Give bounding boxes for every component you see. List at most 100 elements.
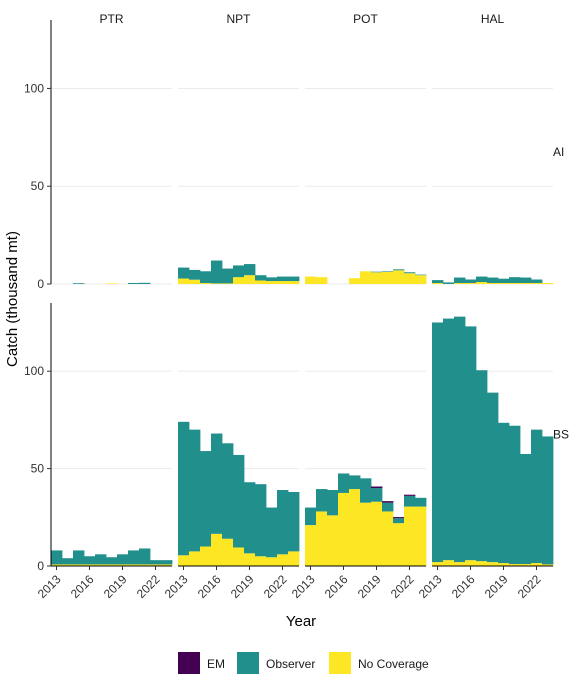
x-tick-label: 2013 [289,572,318,601]
bar-bs-hal-2021-observer [520,453,532,565]
y-tick-label: 50 [31,462,45,476]
bar-ai-ptr-2020-observer [128,283,140,284]
bar-bs-pot-2014-observer [316,489,328,512]
bar-bs-pot-2023-no-coverage [415,506,427,566]
bar-ai-npt-2016-no-coverage [211,283,223,284]
bar-ai-hal-2017-no-coverage [476,282,488,284]
x-tick-label: 2019 [482,572,511,601]
x-tick-label: 2013 [162,572,191,601]
bar-bs-pot-2019-em [371,486,383,489]
bar-bs-pot-2018-observer [360,478,372,503]
legend-label-em: EM [207,657,225,671]
bar-ai-hal-2013-observer [432,280,444,284]
bar-ai-npt-2021-observer [266,277,278,282]
bar-ai-ptr-2015-observer [73,283,85,284]
bar-bs-ptr-2019-no-coverage [117,564,129,566]
bar-bs-pot-2016-observer [338,473,350,493]
bar-bs-pot-2021-em [393,517,405,519]
bar-bs-ptr-2022-observer [150,560,162,565]
bar-ai-hal-2022-observer [531,279,543,284]
bar-bs-pot-2015-no-coverage [327,515,339,566]
bar-bs-npt-2021-observer [266,507,278,558]
bar-ai-pot-2019-no-coverage [371,272,383,284]
bar-ai-npt-2013-observer [178,267,190,279]
bar-bs-pot-2016-no-coverage [338,492,350,566]
bar-bs-ptr-2013-no-coverage [51,564,63,566]
bar-bs-pot-2014-no-coverage [316,511,328,566]
x-tick-label: 2022 [261,572,290,601]
bar-ai-pot-2020-no-coverage [382,271,394,284]
bar-bs-npt-2014-observer [189,429,201,552]
bar-ai-pot-2013-no-coverage [305,276,317,284]
bar-bs-ptr-2019-observer [117,554,129,565]
bar-bs-npt-2022-no-coverage [277,554,289,566]
bar-bs-ptr-2014-no-coverage [62,564,74,566]
legend-swatch-em [178,652,200,674]
bar-bs-hal-2022-no-coverage [531,563,543,566]
bar-bs-pot-2020-no-coverage [382,511,394,566]
bar-bs-pot-2019-observer [371,488,383,502]
bar-ai-npt-2023-observer [288,276,300,282]
bar-ai-pot-2023-observer [415,274,427,276]
bar-ai-npt-2014-no-coverage [189,279,201,284]
bar-bs-hal-2023-no-coverage [542,564,554,566]
bar-ai-npt-2017-observer [222,268,234,284]
bar-bs-pot-2021-observer [393,518,405,524]
bar-ai-hal-2020-no-coverage [509,283,521,284]
bar-ai-npt-2014-observer [189,269,201,280]
bar-bs-ptr-2017-observer [95,554,107,565]
bar-bs-npt-2018-no-coverage [233,547,245,566]
bar-ai-ptr-2021-observer [139,282,151,284]
x-tick-label: 2022 [515,572,544,601]
bar-ai-pot-2020-observer [382,271,394,272]
bar-bs-hal-2018-observer [487,392,499,563]
y-tick-label: 100 [24,364,44,378]
bar-bs-npt-2015-no-coverage [200,546,212,566]
x-tick-label: 2016 [195,572,224,601]
bar-ai-npt-2020-observer [255,275,267,281]
y-axis-title: Catch (thousand mt) [4,231,21,367]
bar-ai-pot-2014-no-coverage [316,277,328,284]
bar-bs-npt-2016-observer [211,433,223,534]
bar-ai-npt-2023-no-coverage [288,281,300,284]
bar-bs-npt-2015-observer [200,451,212,547]
y-tick-label: 0 [37,559,44,573]
x-tick-label: 2013 [35,572,64,601]
bar-bs-pot-2013-observer [305,507,317,526]
legend-swatch-no-coverage [329,652,351,674]
bar-bs-hal-2015-no-coverage [454,562,466,566]
x-tick-labels: 2013 2016 2019 2022 2013 2016 2019 2022 2013 2016… [35,572,544,601]
bar-ai-pot-2023-no-coverage [415,275,427,284]
bar-bs-hal-2022-observer [531,429,543,564]
strip-label-ai: AI [553,145,564,159]
bar-bs-pot-2019-no-coverage [371,501,383,566]
bar-bs-hal-2015-observer [454,316,466,563]
bar-bs-ptr-2023-no-coverage [161,564,173,566]
bar-bs-npt-2016-no-coverage [211,533,223,566]
bar-bs-ptr-2018-observer [106,557,118,565]
bar-ai-hal-2023-no-coverage [542,283,554,284]
bar-ai-hal-2014-observer [443,282,455,284]
bar-bs-npt-2013-observer [178,421,190,556]
bar-bs-npt-2014-no-coverage [189,551,201,566]
bar-ai-hal-2019-no-coverage [498,283,510,284]
x-tick-label: 2019 [228,572,257,601]
bar-ai-hal-2018-observer [487,277,499,284]
bar-bs-ptr-2016-observer [84,556,96,565]
bar-ai-pot-2021-observer [393,269,405,271]
bar-ai-hal-2019-observer [498,278,510,284]
x-tick-label: 2016 [322,572,351,601]
bar-bs-npt-2017-observer [222,443,234,539]
bar-bs-npt-2018-observer [233,454,245,548]
bar-bs-hal-2019-observer [498,422,510,564]
bar-bs-pot-2020-em [382,501,394,503]
bar-ai-npt-2015-observer [200,271,212,284]
bar-ai-npt-2013-no-coverage [178,278,190,284]
bar-bs-hal-2023-observer [542,436,554,565]
bar-bs-ptr-2021-no-coverage [139,564,151,566]
strip-label-npt: NPT [227,12,252,26]
bar-ai-npt-2022-observer [277,276,289,282]
bar-bs-npt-2020-observer [255,484,267,557]
bar-bs-pot-2021-no-coverage [393,523,405,566]
